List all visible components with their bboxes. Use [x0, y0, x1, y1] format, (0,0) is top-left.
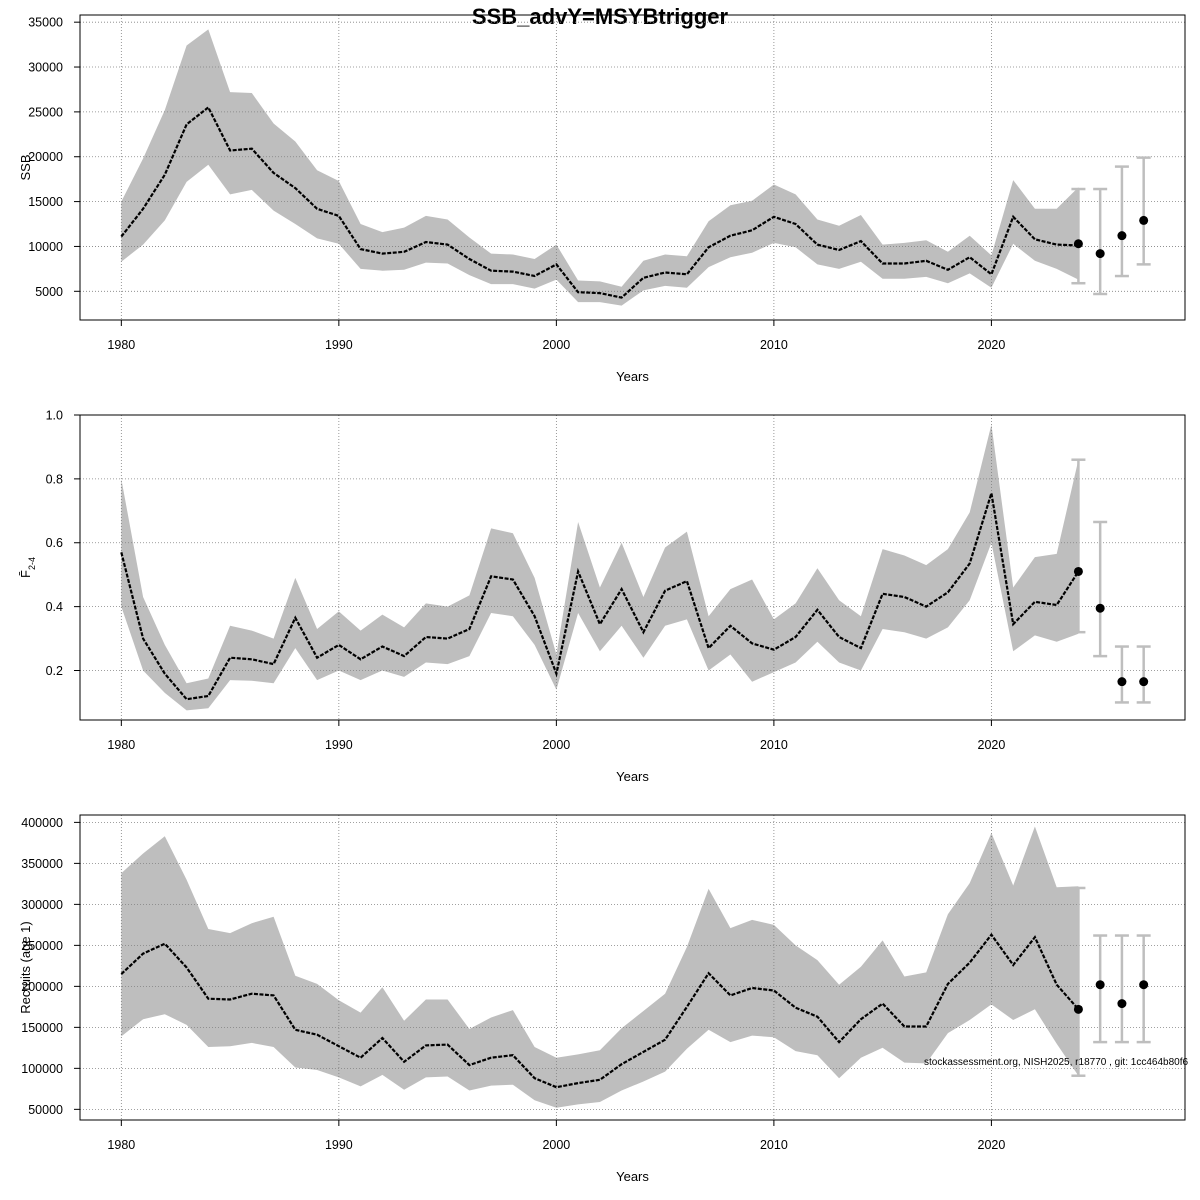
figure-title: SSB_advY=MSYBtrigger	[472, 4, 729, 29]
x-tick-label: 1990	[325, 738, 353, 752]
y-axis-title-subscript: 2-4	[27, 557, 37, 570]
forecast-point	[1139, 980, 1149, 990]
y-tick-label: 1.0	[46, 409, 63, 423]
y-tick-label: 300000	[21, 898, 63, 912]
forecast-point	[1139, 677, 1149, 687]
confidence-band	[121, 29, 1079, 306]
x-tick-label: 2020	[978, 338, 1006, 352]
x-axis-title: Years	[616, 369, 649, 384]
y-tick-label: 100000	[21, 1062, 63, 1076]
footnote-credit: stockassessment.org, NISH2025, r18770 , …	[924, 1057, 1188, 1068]
y-tick-label: 150000	[21, 1021, 63, 1035]
x-tick-label: 2000	[542, 738, 570, 752]
x-tick-label: 2010	[760, 738, 788, 752]
plot-frame	[79, 14, 1186, 321]
x-tick-label: 1980	[107, 338, 135, 352]
y-tick-label: 25000	[28, 105, 63, 119]
forecast-point	[1073, 566, 1083, 576]
x-tick-label: 1990	[325, 338, 353, 352]
y-tick-label: 250000	[21, 939, 63, 953]
y-tick-label: 0.8	[46, 472, 63, 486]
y-tick-label: 0.4	[46, 600, 63, 614]
forecast-point	[1095, 603, 1105, 613]
x-axis-title: Years	[616, 1169, 649, 1184]
estimate-line	[120, 932, 1080, 1089]
x-tick-label: 2020	[978, 1138, 1006, 1152]
x-tick-label: 2000	[542, 1138, 570, 1152]
y-tick-label: 5000	[35, 285, 63, 299]
forecast-point	[1117, 231, 1127, 241]
x-tick-label: 2000	[542, 338, 570, 352]
forecast-point	[1095, 980, 1105, 990]
forecast-point	[1139, 215, 1149, 225]
x-tick-label: 2020	[978, 738, 1006, 752]
x-tick-label: 2010	[760, 338, 788, 352]
y-tick-label: 10000	[28, 240, 63, 254]
x-tick-label: 1980	[107, 1138, 135, 1152]
confidence-band	[121, 424, 1079, 711]
forecast-point	[1073, 239, 1083, 249]
fbar-panel: 1980 1990 2000 2010 2020 0.2 0.4 0.6 0.8 1.0 Years…	[18, 409, 1186, 784]
y-tick-label: 30000	[28, 61, 63, 75]
x-axis-title: Years	[616, 769, 649, 784]
confidence-band	[121, 826, 1079, 1108]
x-tick-label: 1980	[107, 738, 135, 752]
plot-frame	[79, 414, 1186, 721]
y-tick-label: 50000	[28, 1103, 63, 1117]
y-axis-title: F̄2-4	[18, 557, 37, 578]
x-tick-label: 1990	[325, 1138, 353, 1152]
y-axis-title: Recruits (age 1)	[18, 921, 33, 1013]
forecast-point	[1073, 1004, 1083, 1014]
recruits-panel: 1980 1990 2000 2010 2020 50000 100000 150000 200…	[18, 814, 1186, 1184]
x-tick-label: 2010	[760, 1138, 788, 1152]
plot-frame	[79, 814, 1186, 1121]
forecast-point	[1117, 999, 1127, 1009]
y-tick-label: 400000	[21, 816, 63, 830]
y-tick-label: 20000	[28, 150, 63, 164]
y-tick-label: 350000	[21, 857, 63, 871]
y-tick-label: 15000	[28, 195, 63, 209]
estimate-line	[120, 105, 1079, 299]
y-tick-label: 35000	[28, 16, 63, 30]
y-tick-label: 0.2	[46, 664, 63, 678]
y-tick-label: 0.6	[46, 536, 63, 550]
y-tick-label: 200000	[21, 980, 63, 994]
ssb-panel: 1980 1990 2000 2010 2020 5000 10000 15000 20000 2…	[18, 14, 1186, 384]
forecast-point	[1095, 249, 1105, 259]
forecast-point	[1117, 677, 1127, 687]
y-axis-title: SSB	[18, 154, 33, 180]
